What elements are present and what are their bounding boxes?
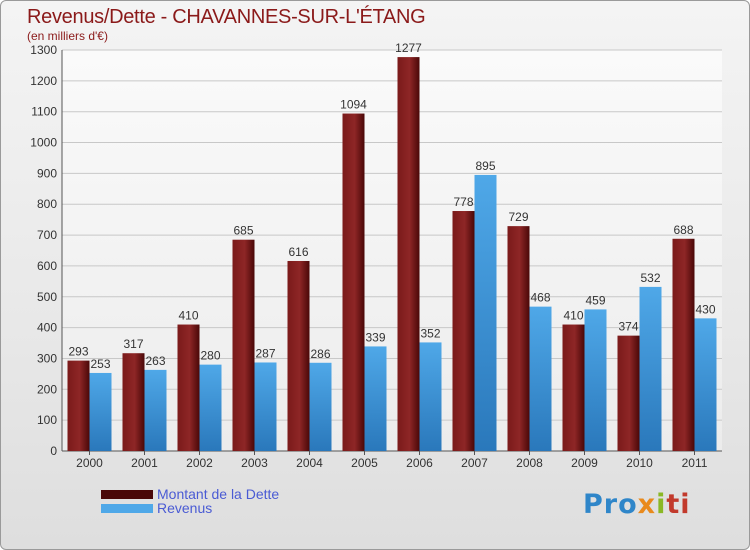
x-tick-label: 2009 xyxy=(571,456,598,470)
data-label-debt-2000: 293 xyxy=(68,345,88,359)
plot-area xyxy=(62,50,722,451)
data-label-revenue-2011: 430 xyxy=(695,302,715,316)
y-tick-label: 200 xyxy=(37,382,57,396)
y-tick-label: 1100 xyxy=(31,105,57,119)
data-label-revenue-2004: 286 xyxy=(310,347,330,361)
bar-revenue-2001 xyxy=(144,369,167,451)
y-tick-label: 900 xyxy=(37,166,57,180)
y-tick-label: 800 xyxy=(37,197,57,211)
bar-debt-2008 xyxy=(507,226,530,451)
bar-debt-2007 xyxy=(452,211,475,451)
x-tick-label: 2003 xyxy=(241,456,268,470)
bar-revenue-2009 xyxy=(584,309,607,451)
data-label-revenue-2003: 287 xyxy=(255,346,275,360)
data-label-revenue-2006: 352 xyxy=(420,326,440,340)
bar-revenue-2005 xyxy=(364,346,387,451)
x-tick-label: 2004 xyxy=(296,456,323,470)
data-label-debt-2002: 410 xyxy=(178,309,198,323)
data-label-revenue-2008: 468 xyxy=(530,291,550,305)
data-label-revenue-2007: 895 xyxy=(475,159,495,173)
y-tick-label: 1000 xyxy=(30,136,57,150)
data-label-revenue-2001: 263 xyxy=(145,354,165,368)
y-tick-label: 400 xyxy=(37,321,57,335)
data-label-revenue-2005: 339 xyxy=(365,330,385,344)
data-label-debt-2011: 688 xyxy=(673,223,693,237)
x-tick-label: 2005 xyxy=(351,456,378,470)
data-label-debt-2004: 616 xyxy=(288,245,308,259)
y-tick-label: 700 xyxy=(37,228,57,242)
chart-title: Revenus/Dette - CHAVANNES-SUR-L'ÉTANG xyxy=(27,6,426,28)
bar-debt-2009 xyxy=(562,324,585,451)
data-label-debt-2005: 1094 xyxy=(340,98,367,112)
y-tick-label: 1300 xyxy=(30,43,57,57)
logo-part-4: ti xyxy=(666,489,691,520)
logo-part-3: i xyxy=(656,489,667,520)
data-label-revenue-2010: 532 xyxy=(640,271,660,285)
logo-part-1: Pro xyxy=(583,489,638,520)
x-tick-label: 2011 xyxy=(682,456,708,470)
y-tick-label: 100 xyxy=(37,413,57,427)
bar-debt-2001 xyxy=(122,353,145,451)
bar-debt-2005 xyxy=(342,113,365,451)
bar-debt-2011 xyxy=(672,238,695,451)
bar-revenue-2000 xyxy=(89,372,112,451)
data-label-debt-2007: 778 xyxy=(453,195,473,209)
x-tick-label: 2010 xyxy=(626,456,653,470)
bar-debt-2004 xyxy=(287,260,310,451)
y-tick-label: 300 xyxy=(37,351,57,365)
bar-debt-2010 xyxy=(617,335,640,451)
data-label-debt-2001: 317 xyxy=(123,337,143,351)
bar-debt-2003 xyxy=(232,239,255,451)
y-tick-label: 600 xyxy=(37,259,57,273)
data-label-debt-2009: 410 xyxy=(563,309,583,323)
x-tick-label: 2001 xyxy=(131,456,158,470)
bar-debt-2006 xyxy=(397,57,420,452)
x-tick-label: 2007 xyxy=(461,456,488,470)
bar-revenue-2002 xyxy=(199,364,222,451)
data-label-revenue-2002: 280 xyxy=(200,349,220,363)
bar-revenue-2007 xyxy=(474,174,497,451)
chart-subtitle: (en milliers d'€) xyxy=(27,29,108,43)
x-tick-label: 2002 xyxy=(186,456,213,470)
x-tick-label: 2006 xyxy=(406,456,433,470)
y-tick-label: 500 xyxy=(37,290,57,304)
bar-debt-2002 xyxy=(177,324,200,451)
legend-swatch-revenue xyxy=(101,504,153,513)
bar-revenue-2003 xyxy=(254,362,277,451)
y-tick-label: 1200 xyxy=(30,74,57,88)
proxiti-logo: Proxiti xyxy=(583,489,691,520)
legend-swatch-debt xyxy=(101,490,153,499)
bar-debt-2000 xyxy=(67,360,90,451)
bar-revenue-2006 xyxy=(419,342,442,451)
data-label-revenue-2009: 459 xyxy=(585,293,605,307)
data-label-debt-2010: 374 xyxy=(618,320,638,334)
x-tick-label: 2008 xyxy=(516,456,543,470)
bar-revenue-2004 xyxy=(309,362,332,451)
legend-label-revenue: Revenus xyxy=(157,500,213,516)
bar-revenue-2008 xyxy=(529,306,552,451)
bar-revenue-2011 xyxy=(694,318,717,451)
logo-part-2: x xyxy=(637,489,657,520)
x-tick-label: 2000 xyxy=(76,456,103,470)
data-label-revenue-2000: 253 xyxy=(90,357,110,371)
legend-label-debt: Montant de la Dette xyxy=(157,486,280,502)
data-label-debt-2003: 685 xyxy=(233,224,253,238)
y-tick-label: 0 xyxy=(50,444,57,458)
data-label-debt-2008: 729 xyxy=(508,210,528,224)
bar-revenue-2010 xyxy=(639,286,662,451)
data-label-debt-2006: 1277 xyxy=(395,41,422,55)
